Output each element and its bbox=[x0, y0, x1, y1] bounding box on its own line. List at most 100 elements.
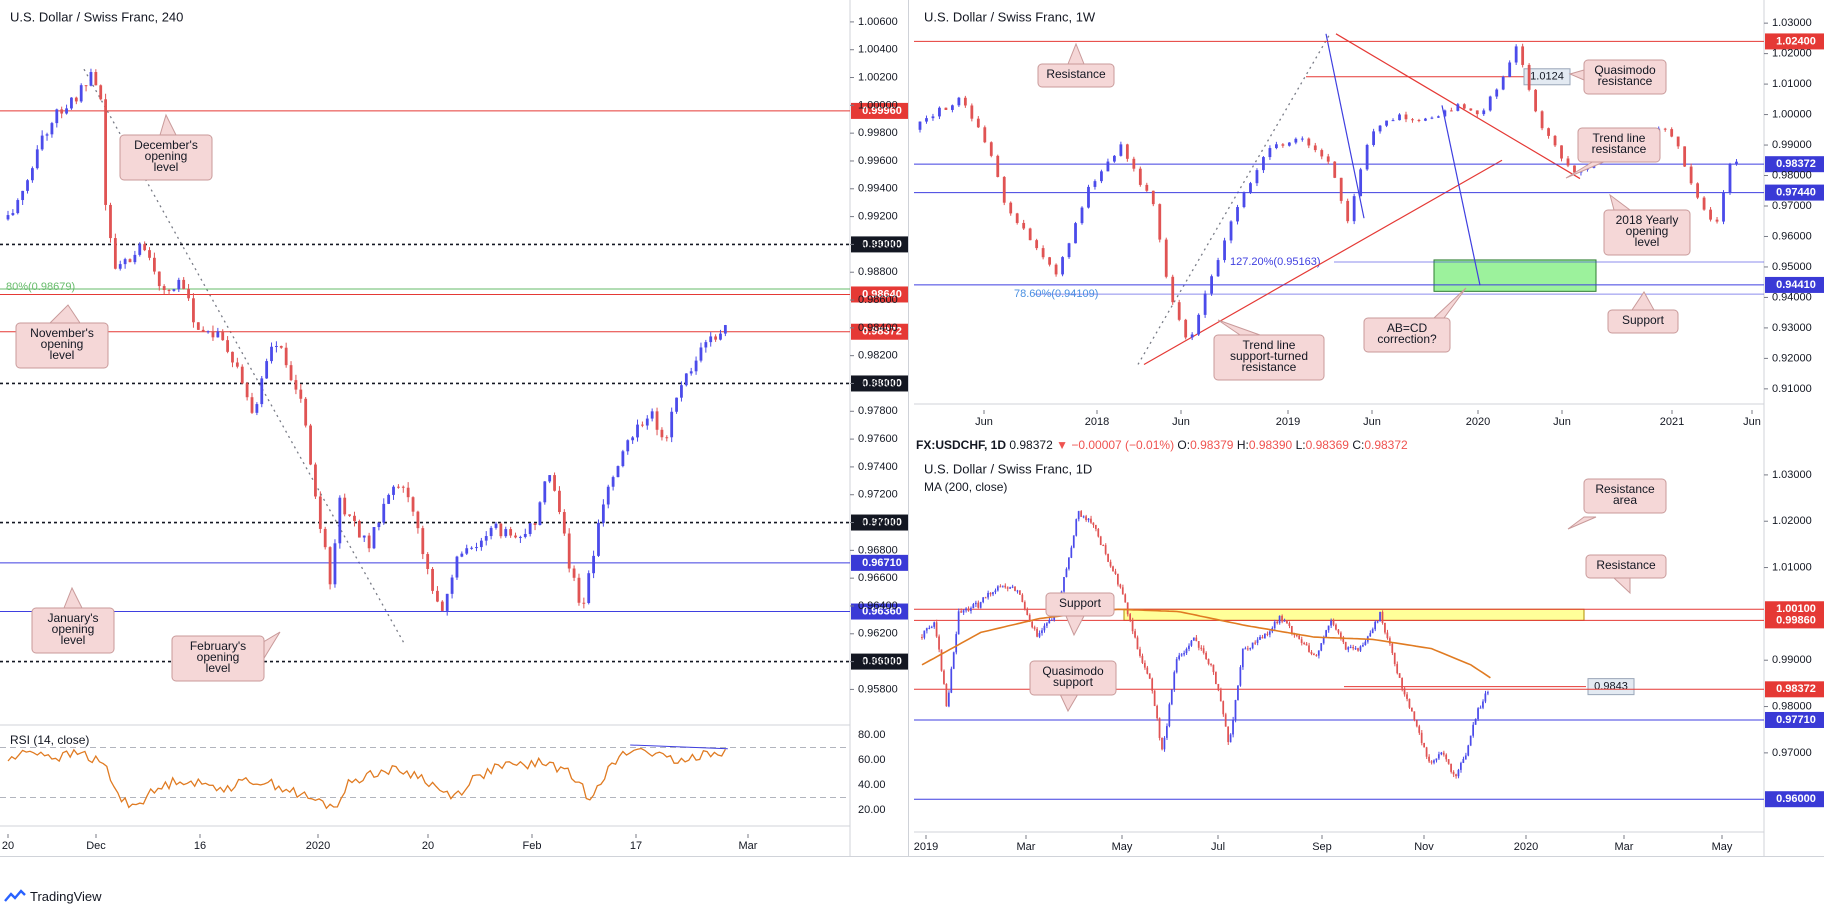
daily-candle-body bbox=[955, 634, 958, 653]
weekly-candle-body bbox=[1670, 129, 1674, 137]
weekly-candle-body bbox=[1411, 119, 1414, 121]
h4-candle-body bbox=[31, 168, 34, 181]
h4-candle-body bbox=[109, 204, 112, 239]
weekly-dotted-fib-line bbox=[1137, 33, 1331, 365]
daily-chart-title: U.S. Dollar / Swiss Franc, 1D bbox=[924, 461, 1092, 476]
daily-price-tag-bg bbox=[1765, 681, 1824, 698]
daily-candle-body bbox=[1295, 634, 1298, 636]
h4-price-tag: 0.98372 bbox=[862, 326, 902, 338]
daily-candle-body bbox=[1327, 625, 1330, 631]
daily-chart-svg[interactable]: U.S. Dollar / Swiss Franc, 1D MA (200, cl… bbox=[914, 435, 1824, 856]
daily-candle-body bbox=[1139, 649, 1141, 656]
h4-candle-body bbox=[104, 99, 107, 205]
h4-candle-body bbox=[294, 380, 298, 390]
daily-candle-body bbox=[1219, 690, 1222, 702]
daily-candle-body bbox=[1251, 642, 1254, 649]
daily-candle-body bbox=[1335, 624, 1337, 630]
daily-candle-body bbox=[1156, 705, 1158, 719]
h4-chart-svg[interactable]: U.S. Dollar / Swiss Franc, 240 80%(0.9867… bbox=[0, 0, 908, 856]
weekly-candle-body bbox=[1333, 161, 1337, 178]
h4-price-tag: 0.98000 bbox=[862, 377, 902, 389]
daily-candle-body bbox=[1347, 647, 1350, 650]
daily-candle-body bbox=[1486, 692, 1489, 694]
h4-candle-body bbox=[650, 411, 654, 419]
tradingview-brand[interactable]: TradingView bbox=[30, 889, 102, 904]
h4-candle-body bbox=[714, 336, 717, 340]
weekly-candle-body bbox=[1242, 192, 1246, 208]
daily-candle-body bbox=[1413, 711, 1416, 721]
daily-candle-body bbox=[1031, 621, 1033, 628]
daily-candle-body bbox=[1408, 698, 1411, 708]
close-value: 0.98372 bbox=[1364, 438, 1408, 452]
h4-price-tag-bg bbox=[851, 603, 908, 620]
daily-candle-body bbox=[923, 630, 926, 638]
h4-candle-body bbox=[455, 556, 459, 578]
h4-candle-body bbox=[592, 555, 595, 574]
h4-candle-body bbox=[275, 345, 278, 347]
daily-callout-quasimodo-box bbox=[1029, 660, 1117, 696]
daily-candle-body bbox=[1452, 771, 1455, 775]
daily-candle-body bbox=[1222, 701, 1225, 715]
daily-candle-body bbox=[1425, 747, 1428, 757]
weekly-chart-panel[interactable]: U.S. Dollar / Swiss Franc, 1W 127.20%(0.9… bbox=[914, 0, 1824, 436]
h4-price-tag-bg bbox=[851, 323, 908, 340]
daily-callout-resistance-area: Resistance area bbox=[1595, 482, 1655, 507]
weekly-chart-svg[interactable]: U.S. Dollar / Swiss Franc, 1W 127.20%(0.9… bbox=[914, 0, 1824, 435]
weekly-candle-body bbox=[1462, 104, 1466, 109]
weekly-x-tick-label: Jun bbox=[1553, 416, 1571, 428]
symbol-label: FX:USDCHF, 1D bbox=[916, 438, 1007, 452]
weekly-y-tick-label: 0.92000 bbox=[1772, 352, 1812, 364]
daily-candle-body bbox=[977, 602, 980, 608]
daily-callout-resistance: Resistance bbox=[1596, 558, 1656, 572]
daily-candle-body bbox=[1437, 754, 1440, 759]
daily-chart-panel[interactable]: U.S. Dollar / Swiss Franc, 1D MA (200, cl… bbox=[914, 435, 1824, 856]
weekly-candle-body bbox=[1080, 207, 1084, 224]
weekly-candle-body bbox=[1048, 257, 1051, 265]
h4-candle-body bbox=[504, 529, 508, 537]
weekly-candle-body bbox=[1041, 248, 1045, 258]
daily-candle-body bbox=[1158, 718, 1161, 738]
daily-candle-body bbox=[965, 608, 967, 611]
h4-candle-body bbox=[245, 383, 249, 398]
daily-candle-body bbox=[1288, 623, 1291, 627]
weekly-candle-body bbox=[1216, 260, 1220, 277]
daily-candle-body bbox=[921, 637, 923, 639]
tradingview-logo-icon[interactable] bbox=[4, 889, 26, 903]
weekly-candle-body bbox=[1313, 145, 1317, 151]
h4-candle-body bbox=[65, 108, 68, 114]
h4-chart-panel[interactable]: U.S. Dollar / Swiss Franc, 240 80%(0.9867… bbox=[0, 0, 909, 856]
weekly-candle-body bbox=[1320, 150, 1324, 157]
daily-x-tick-label: Mar bbox=[1615, 841, 1634, 853]
daily-price-tag-bg bbox=[1765, 612, 1824, 629]
h4-candle-body bbox=[6, 215, 10, 220]
daily-candle-body bbox=[1298, 635, 1301, 640]
daily-candle-body bbox=[1190, 640, 1193, 646]
daily-candle-body bbox=[1420, 732, 1423, 743]
high-label: H: bbox=[1236, 438, 1249, 452]
daily-candle-body bbox=[1362, 645, 1364, 647]
weekly-candle-body bbox=[1054, 264, 1058, 275]
daily-candle-body bbox=[1474, 718, 1477, 725]
daily-candle-body bbox=[1322, 637, 1325, 644]
h4-y-tick-label: 0.96600 bbox=[858, 572, 898, 584]
weekly-candle-body bbox=[1262, 157, 1265, 171]
h4-candle-body bbox=[289, 365, 293, 381]
h4-price-tag-bg bbox=[851, 236, 908, 253]
h4-candle-body bbox=[719, 333, 722, 340]
h4-candle-body bbox=[60, 109, 64, 114]
daily-candle-body bbox=[1124, 594, 1127, 603]
daily-candle-body bbox=[1317, 650, 1320, 656]
daily-candle-body bbox=[962, 610, 965, 613]
weekly-callout-trendline: Trend line resistance bbox=[1592, 131, 1647, 156]
weekly-candle-body bbox=[1488, 96, 1492, 111]
weekly-candle-body bbox=[1398, 114, 1401, 121]
daily-candle-body bbox=[1283, 620, 1286, 622]
weekly-candle-body bbox=[1119, 144, 1123, 156]
daily-candle-body bbox=[972, 604, 975, 609]
h4-candle-body bbox=[631, 437, 635, 441]
h4-candle-body bbox=[221, 331, 225, 341]
weekly-candle-body bbox=[1573, 165, 1576, 173]
daily-candle-body bbox=[1119, 584, 1122, 588]
weekly-candle-body bbox=[1132, 158, 1136, 169]
daily-candle-body bbox=[935, 622, 938, 637]
